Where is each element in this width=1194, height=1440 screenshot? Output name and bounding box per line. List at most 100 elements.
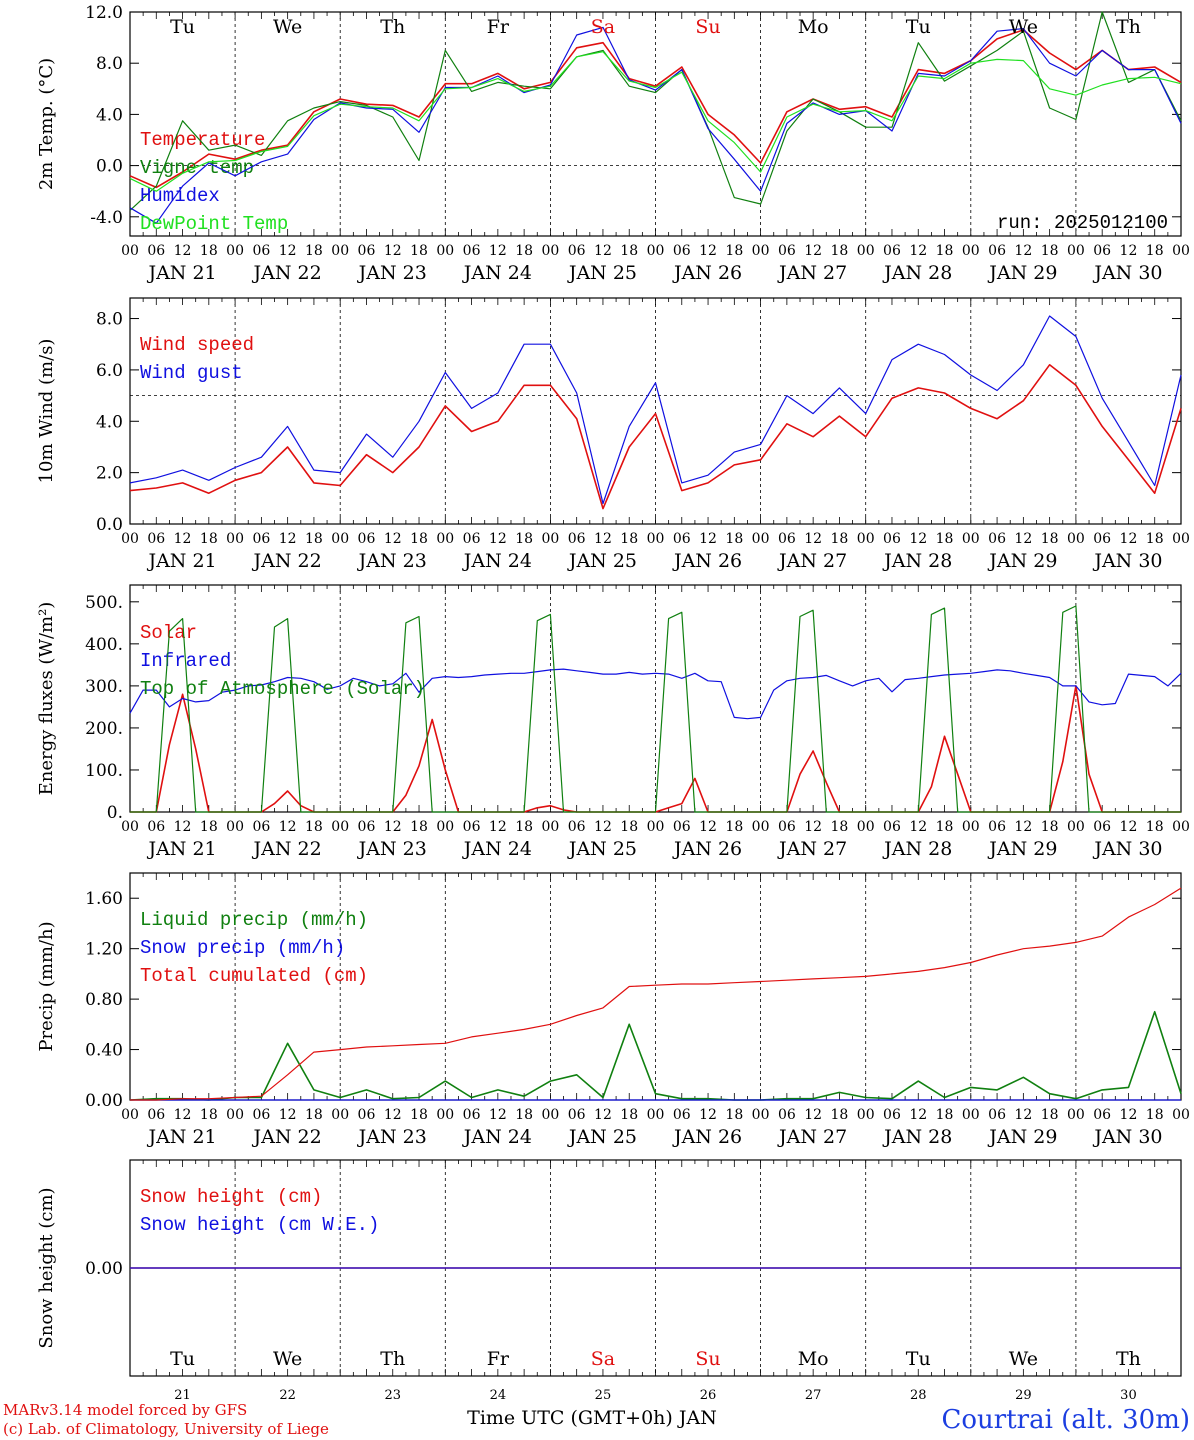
hour-tick-label: 00 [436, 1107, 454, 1123]
hour-tick-label: 00 [857, 819, 875, 835]
y-tick-label: 0. [107, 803, 123, 823]
hour-tick-label: 06 [988, 243, 1006, 259]
hour-tick-label: 06 [778, 531, 796, 547]
hour-tick-label: 12 [384, 819, 402, 835]
hour-tick-label: 00 [857, 1107, 875, 1123]
hour-tick-label: 12 [1014, 243, 1032, 259]
hour-tick-label: 06 [252, 531, 270, 547]
hour-tick-label: 12 [594, 531, 612, 547]
hour-tick-label: 00 [226, 819, 244, 835]
date-label: JAN 27 [777, 550, 847, 572]
legend-entry: Total cumulated (cm) [140, 965, 368, 987]
hour-tick-label: 00 [121, 531, 139, 547]
hour-tick-label: 00 [647, 819, 665, 835]
hour-tick-label: 12 [279, 819, 297, 835]
hour-tick-label: 12 [909, 243, 927, 259]
hour-tick-label: 12 [804, 243, 822, 259]
hour-tick-label: 18 [305, 819, 323, 835]
day-name-label: Tu [906, 16, 931, 38]
hour-tick-label: 12 [279, 531, 297, 547]
y-tick-label: 1.20 [85, 940, 123, 960]
y-axis-label: 2m Temp. (°C) [36, 58, 57, 190]
hour-tick-label: 12 [909, 531, 927, 547]
hour-tick-label: 18 [620, 531, 638, 547]
x-axis-label: Time UTC (GMT+0h) JAN [467, 1407, 717, 1429]
hour-tick-label: 12 [909, 819, 927, 835]
day-name-label: Su [695, 1348, 720, 1370]
hour-tick-label: 06 [988, 1107, 1006, 1123]
date-label: JAN 23 [357, 550, 427, 572]
hour-tick-label: 18 [305, 1107, 323, 1123]
series-line-2 [129, 315, 1182, 505]
model-credit-line2: (c) Lab. of Climatology, University of L… [3, 1420, 329, 1438]
hour-tick-label: 00 [1067, 531, 1085, 547]
hour-tick-label: 06 [568, 243, 586, 259]
day-number-label: 25 [595, 1388, 612, 1403]
hour-tick-label: 06 [883, 531, 901, 547]
y-tick-label: 6.0 [96, 361, 123, 381]
series-line-1 [129, 1010, 1182, 1101]
hour-tick-label: 00 [752, 819, 770, 835]
series-line-3 [130, 887, 1182, 1101]
legend-entry: Snow height (cm W.E.) [140, 1214, 379, 1236]
hour-tick-label: 00 [752, 1107, 770, 1123]
hour-tick-label: 18 [1041, 243, 1059, 259]
hour-tick-label: 00 [541, 243, 559, 259]
hour-tick-label: 06 [252, 243, 270, 259]
y-tick-label: -4.0 [90, 208, 123, 228]
day-name-label: Tu [170, 1348, 195, 1370]
date-label: JAN 27 [777, 1126, 847, 1148]
panel-5: 0.00 Snow height (cm) Snow height (cm) Snow… [36, 1159, 1182, 1403]
day-name-label: Tu [906, 1348, 931, 1370]
hour-tick-label: 18 [1041, 819, 1059, 835]
series-line-2 [129, 668, 1182, 720]
hour-tick-label: 00 [1172, 819, 1190, 835]
hour-tick-label: 06 [1093, 819, 1111, 835]
model-credit-line1: MARv3.14 model forced by GFS [3, 1401, 247, 1419]
y-axis-label: 10m Wind (m/s) [36, 339, 57, 484]
hour-tick-label: 00 [962, 1107, 980, 1123]
date-label: JAN 21 [146, 1126, 216, 1148]
legend-entry: DewPoint Temp [140, 213, 288, 235]
hour-tick-label: 12 [699, 819, 717, 835]
hour-tick-label: 18 [515, 531, 533, 547]
panel-1: -4.0 0.0 4.0 8.0 12.0 2m Temp. (°C) Temperatur… [36, 3, 1190, 284]
hour-tick-label: 12 [174, 819, 192, 835]
date-label: JAN 26 [672, 262, 742, 284]
hour-tick-label: 00 [541, 1107, 559, 1123]
hour-tick-label: 18 [515, 243, 533, 259]
date-label: JAN 24 [462, 838, 532, 860]
y-axis-label: Energy fluxes (W/m²) [36, 602, 57, 796]
run-label: run: 2025012100 [997, 212, 1168, 234]
y-tick-label: 1.60 [85, 889, 123, 909]
hour-tick-label: 00 [436, 531, 454, 547]
panel-2: 0.0 2.0 4.0 6.0 8.0 10m Wind (m/s) Wind speed W… [36, 297, 1190, 572]
hour-tick-label: 18 [831, 243, 849, 259]
date-label: JAN 24 [462, 1126, 532, 1148]
y-tick-label: 300. [85, 677, 123, 697]
hour-tick-label: 00 [121, 1107, 139, 1123]
date-label: JAN 21 [146, 262, 216, 284]
hour-tick-label: 00 [121, 243, 139, 259]
hour-tick-label: 06 [147, 1107, 165, 1123]
hour-tick-label: 18 [725, 243, 743, 259]
hour-tick-label: 00 [331, 819, 349, 835]
hour-tick-label: 00 [647, 531, 665, 547]
hour-tick-label: 12 [489, 819, 507, 835]
hour-tick-label: 18 [410, 819, 428, 835]
hour-tick-label: 06 [463, 243, 481, 259]
hour-tick-label: 00 [857, 243, 875, 259]
y-axis-label: Snow height (cm) [36, 1187, 57, 1348]
hour-tick-label: 06 [883, 819, 901, 835]
day-number-label: 28 [910, 1388, 927, 1403]
hour-tick-label: 00 [436, 819, 454, 835]
hour-tick-label: 18 [1041, 531, 1059, 547]
hour-tick-label: 06 [568, 819, 586, 835]
hour-tick-label: 18 [936, 531, 954, 547]
panel-frame [129, 11, 1182, 237]
y-tick-label: 8.0 [96, 54, 123, 74]
day-name-label: We [1009, 16, 1038, 38]
hour-tick-label: 00 [962, 243, 980, 259]
series-line-3 [130, 605, 1181, 813]
date-label: JAN 26 [672, 1126, 742, 1148]
